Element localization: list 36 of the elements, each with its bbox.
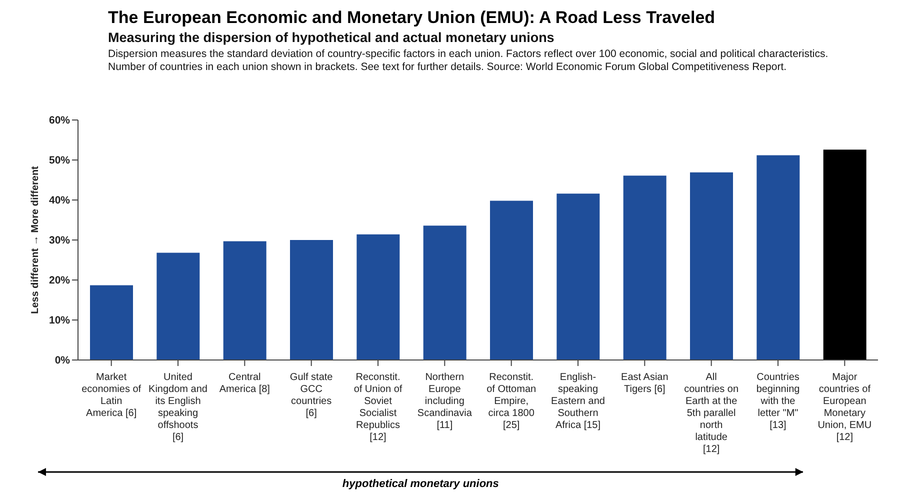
x-tick-label: Reconstit. of Ottoman Empire, circa 1800 [25] [486,372,536,431]
y-tick-label: 30% [48,234,71,247]
y-tick-label: 10% [48,314,71,327]
chart-subtitle: Measuring the dispersion of hypothetical and actual monetary unions [108,30,556,45]
bar [156,252,200,360]
x-tick-label: English-speaking Eastern and Southern Africa [15] [551,372,605,431]
bar [823,150,866,360]
y-tick-label: 20% [48,274,71,287]
bar [290,240,333,360]
y-tick-label: 40% [48,194,71,207]
bar [223,241,266,360]
bar [690,172,733,360]
bar [423,226,466,360]
x-tick-label: Market economies of Latin America [6] [82,372,142,419]
bar [490,200,533,360]
x-tick-label: Reconstit. of Union of Soviet Socialist Republics [12] [354,372,402,443]
chart-title: The European Economic and Monetary Union (EMU): A Road Less Traveled [108,8,716,28]
bar [756,155,800,360]
x-tick-label: Gulf state GCC countries [6] [290,372,334,419]
y-tick-label: 60% [48,114,71,127]
text: hypothetical monetary unions [341,478,500,490]
y-tick-label: 0% [54,354,71,367]
x-tick-label: Countries beginning with the letter "M" [13] [756,372,800,431]
y-tick-label: 50% [48,154,71,167]
x-tick-label: East Asian Tigers [6] [621,372,668,395]
bar [556,194,600,360]
bar [623,176,666,360]
x-tick-label: Major countries of European Monetary Union, EMU [12] [818,372,872,443]
x-tick-label: Central America [8] [219,372,270,395]
x-tick-label: Northern Europe including Scandinavia [11] [417,372,472,431]
text: Dispersion measures the standard deviation of country-specific factors in each union. Factors reflect over 100 economic, social and political characteristics. Number of countries in each union shown in brackets. See text for further details. Source: World Economic Forum Global Competitiveness Report. [108,48,830,74]
bar [356,234,400,360]
x-tick-label: United Kingdom and its English speaking offshoots [6] [148,372,208,443]
y-axis-title: Less different → More different [30,165,41,314]
x-tick-label: All countries on Earth at the 5th parallel north latitude [12] [684,372,739,455]
bar [90,285,133,360]
